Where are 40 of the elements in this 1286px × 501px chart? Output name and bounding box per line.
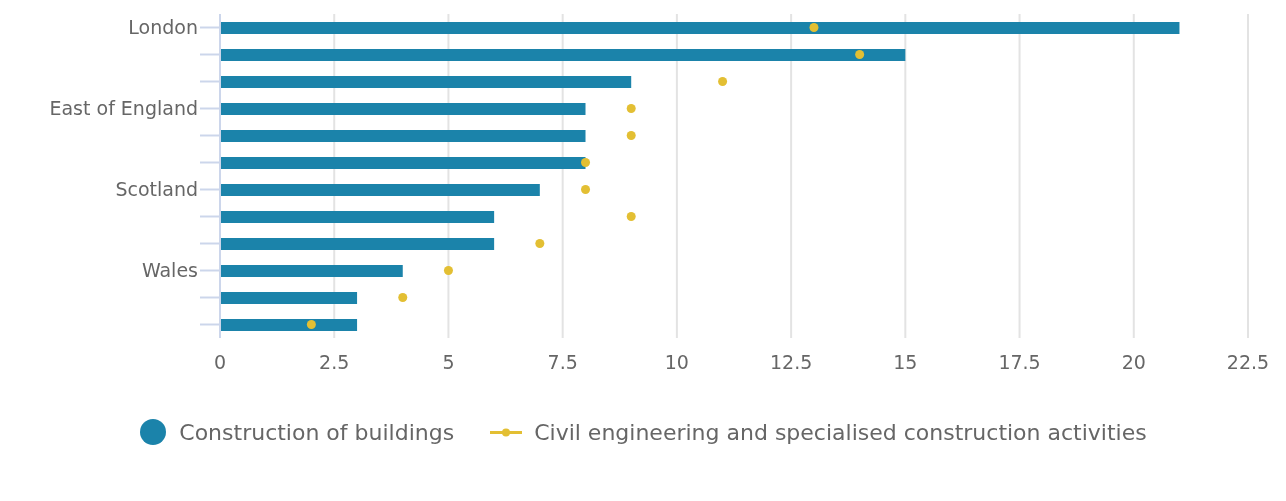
- point: [581, 185, 591, 194]
- bar: [220, 103, 586, 115]
- bar: [220, 157, 586, 169]
- legend-label: Construction of buildings: [179, 419, 455, 445]
- bar: [220, 238, 495, 250]
- point: [626, 212, 636, 221]
- x-tick-label: 22.5: [1226, 351, 1270, 374]
- point: [626, 104, 636, 113]
- y-tick-label: Scotland: [115, 178, 198, 201]
- point: [306, 320, 316, 329]
- point: [581, 158, 591, 167]
- point: [535, 239, 545, 248]
- bar: [220, 22, 1180, 34]
- point: [398, 293, 408, 302]
- y-tick-label: Wales: [141, 259, 198, 282]
- x-tick-label: 10: [664, 351, 689, 374]
- bar: [220, 292, 358, 304]
- x-tick-label: 2.5: [319, 351, 350, 374]
- x-tick-label: 12.5: [769, 351, 813, 374]
- x-tick-label: 17.5: [998, 351, 1041, 374]
- bar: [220, 211, 495, 223]
- bar: [220, 130, 586, 142]
- x-tick-label: 15: [893, 351, 918, 374]
- point: [443, 266, 453, 275]
- bar: [220, 76, 632, 88]
- x-tick-label: 5: [442, 351, 455, 374]
- bar: [220, 49, 906, 61]
- point: [718, 77, 728, 86]
- point: [626, 131, 636, 140]
- legend-label: Civil engineering and specialised construction activities: [534, 419, 1147, 445]
- bar: [220, 184, 540, 196]
- y-tick-label: London: [128, 16, 198, 39]
- bar: [220, 319, 358, 331]
- y-tick-label: East of England: [49, 97, 198, 120]
- bar: [220, 265, 403, 277]
- x-tick-label: 0: [213, 351, 227, 374]
- x-tick-label: 20: [1121, 351, 1146, 374]
- point: [809, 23, 819, 32]
- point: [855, 50, 865, 59]
- x-tick-label: 7.5: [547, 351, 578, 374]
